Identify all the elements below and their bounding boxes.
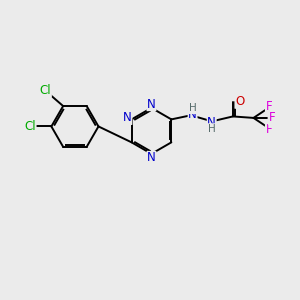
Text: N: N: [147, 152, 156, 164]
Text: F: F: [266, 123, 272, 136]
Text: N: N: [147, 98, 156, 111]
Text: H: H: [189, 103, 197, 113]
Text: N: N: [207, 116, 216, 129]
Text: H: H: [208, 124, 216, 134]
Text: O: O: [235, 95, 244, 108]
Text: F: F: [266, 100, 272, 113]
Text: Cl: Cl: [24, 120, 36, 133]
Text: Cl: Cl: [40, 84, 51, 97]
Text: N: N: [188, 109, 197, 122]
Text: F: F: [268, 111, 275, 124]
Text: N: N: [123, 111, 132, 124]
